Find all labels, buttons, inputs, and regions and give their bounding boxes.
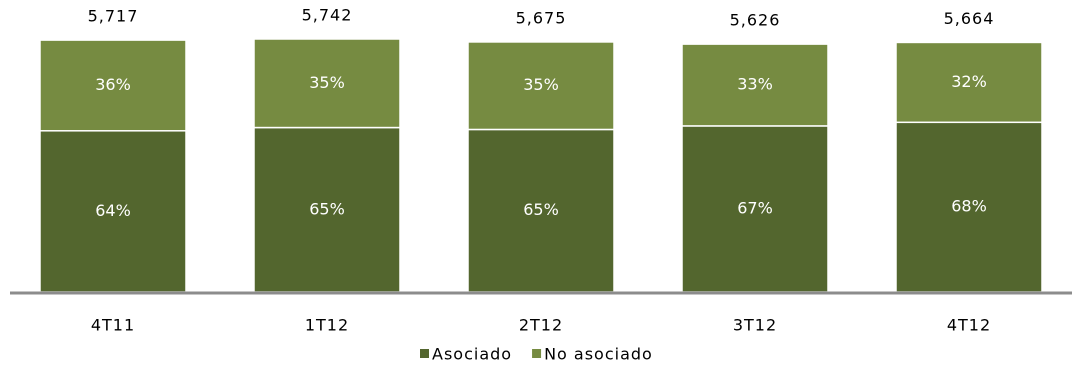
data-label: 67% <box>737 198 773 217</box>
legend-label: No asociado <box>544 345 653 364</box>
bar-segment <box>253 38 401 129</box>
data-label: 35% <box>309 73 345 92</box>
bar-stack <box>253 38 401 293</box>
bar-segment <box>467 41 615 131</box>
bar-segment <box>39 130 187 293</box>
data-label: 33% <box>737 75 773 94</box>
x-tick-label: 4T11 <box>91 316 135 335</box>
legend-swatch <box>420 349 429 358</box>
data-label: 32% <box>951 72 987 91</box>
bar-segment <box>895 41 1043 124</box>
data-label: 36% <box>95 75 131 94</box>
x-tick-label: 2T12 <box>519 316 563 335</box>
legend-label: Asociado <box>432 345 512 364</box>
bar-segment <box>467 128 615 293</box>
data-label: 68% <box>951 197 987 216</box>
bar-stack <box>39 39 187 293</box>
bar-segment <box>681 43 829 127</box>
bar-stack <box>681 43 829 293</box>
legend-swatch <box>532 349 542 358</box>
data-label: 65% <box>523 200 559 219</box>
data-label: 65% <box>309 199 345 218</box>
x-tick-label: 1T12 <box>305 316 349 335</box>
x-tick-label: 3T12 <box>733 316 777 335</box>
total-label: 5,675 <box>516 8 567 27</box>
data-label: 35% <box>523 75 559 94</box>
x-tick-label: 4T12 <box>947 316 991 335</box>
bar-segment <box>39 39 187 132</box>
data-label: 64% <box>95 201 131 220</box>
total-label: 5,626 <box>730 11 781 30</box>
bar-stack <box>467 41 615 293</box>
total-label: 5,717 <box>88 7 139 26</box>
total-label: 5,742 <box>302 6 353 25</box>
total-label: 5,664 <box>944 9 995 28</box>
